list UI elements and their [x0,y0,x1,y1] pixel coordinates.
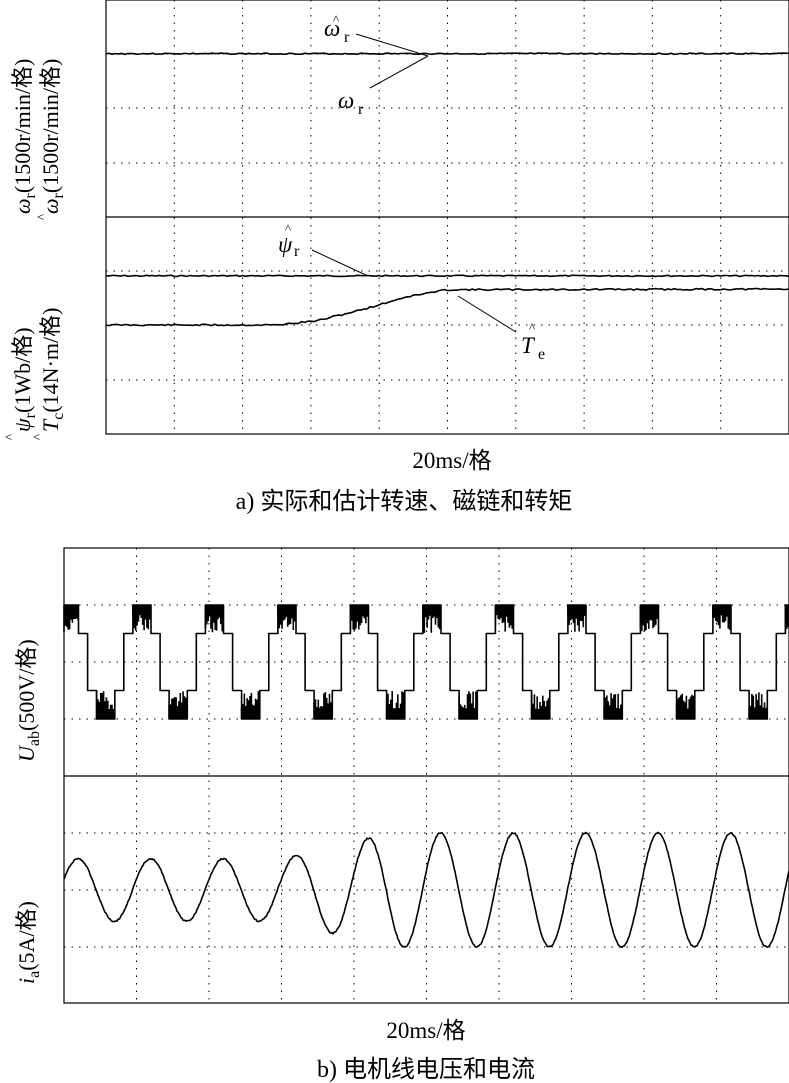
hat-mark: ^ [529,320,535,335]
hat-mark: ^ [2,434,17,440]
panel-a-caption: a) 实际和估计转速、磁链和转矩 [236,488,573,515]
panel-a-xlabel: 20ms/格 [412,448,491,473]
panel-b-xlabel: 20ms/格 [386,1018,465,1043]
annotation-torque-hat: ^ T e [521,320,545,363]
ylabel-torque-hat: Tc(14N·m/格) [38,308,67,432]
svg-text:r: r [294,243,300,260]
svg-text:e: e [538,346,545,363]
hat-mark: ^ [34,214,49,220]
leader-omega-hat [355,33,429,57]
panel-a-ylabel-bottom: ψr(1Wb/格) Tc(14N·m/格) ^ ^ [2,308,67,440]
trace-torque [105,287,789,327]
trace-phase-current [63,831,789,949]
panel-a: ^ ω r ω r ^ ψ r ^ T e ωr(1500r/min/格) ωr… [2,0,789,515]
trace-flux [105,274,789,278]
annotation-psi-hat: ^ ψ r [278,221,300,260]
svg-text:ω: ω [338,88,354,113]
annotation-omega-hat: ^ ω r [324,12,350,46]
ylabel-current: ia(5A/格) [14,901,43,984]
leader-torque [457,295,517,333]
ylabel-voltage: Uab(500V/格) [14,639,43,762]
leader-omega [369,55,429,89]
leader-psi-hat [311,249,369,277]
annotation-omega: ω r [338,88,364,118]
ylabel-omega-hat: ωr(1500r/min/格) [38,59,67,214]
ylabel-omega: ωr(1500r/min/格) [10,59,39,214]
hat-mark: ^ [285,221,291,236]
svg-text:r: r [344,29,350,46]
svg-text:r: r [358,101,364,118]
panel-a-frame [105,0,789,435]
svg-text:ω: ω [324,16,340,41]
hat-mark: ^ [333,12,339,27]
panel-b-ylabel-top: Uab(500V/格) [14,639,43,762]
hat-mark: ^ [30,434,45,440]
panel-b-ylabel-bottom: ia(5A/格) [14,901,43,984]
svg-text:ψ: ψ [278,232,293,257]
panel-b: Uab(500V/格) ia(5A/格) 20ms/格 b) 电机线电压和电流 [14,547,789,1083]
panel-b-frame [63,547,789,1004]
trace-speed [105,52,789,56]
svg-text:T: T [521,333,536,358]
ylabel-psi-hat: ψr(1Wb/格) [10,327,39,432]
trace-line-voltage-pwm [63,605,789,719]
panel-b-caption: b) 电机线电压和电流 [317,1056,535,1083]
panel-a-ylabel-top: ωr(1500r/min/格) ωr(1500r/min/格) ^ [10,59,67,220]
